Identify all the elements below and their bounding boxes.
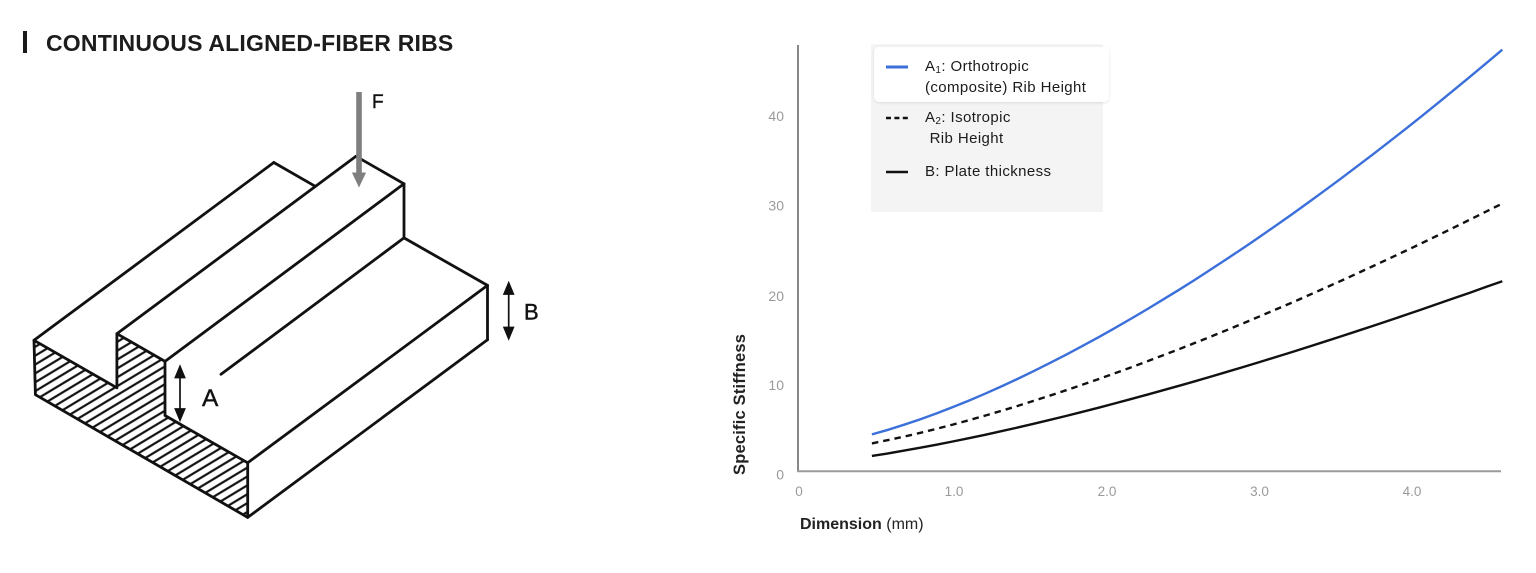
svg-text:10: 10: [768, 377, 784, 393]
svg-text:4.0: 4.0: [1403, 484, 1422, 499]
svg-text:3.0: 3.0: [1250, 484, 1269, 499]
svg-text:0: 0: [795, 484, 803, 499]
svg-text:20: 20: [768, 288, 784, 304]
svg-text:0: 0: [776, 467, 784, 483]
svg-text:30: 30: [768, 198, 784, 214]
svg-text:2.0: 2.0: [1098, 484, 1117, 499]
svg-text:F: F: [372, 92, 384, 113]
svg-text:40: 40: [768, 108, 784, 124]
svg-text:B: B: [524, 300, 539, 325]
svg-text:Dimension (mm): Dimension (mm): [800, 516, 924, 533]
svg-text:A: A: [202, 385, 219, 412]
svg-text:1.0: 1.0: [945, 484, 964, 499]
svg-text:Specific Stiffness: Specific Stiffness: [731, 334, 749, 475]
